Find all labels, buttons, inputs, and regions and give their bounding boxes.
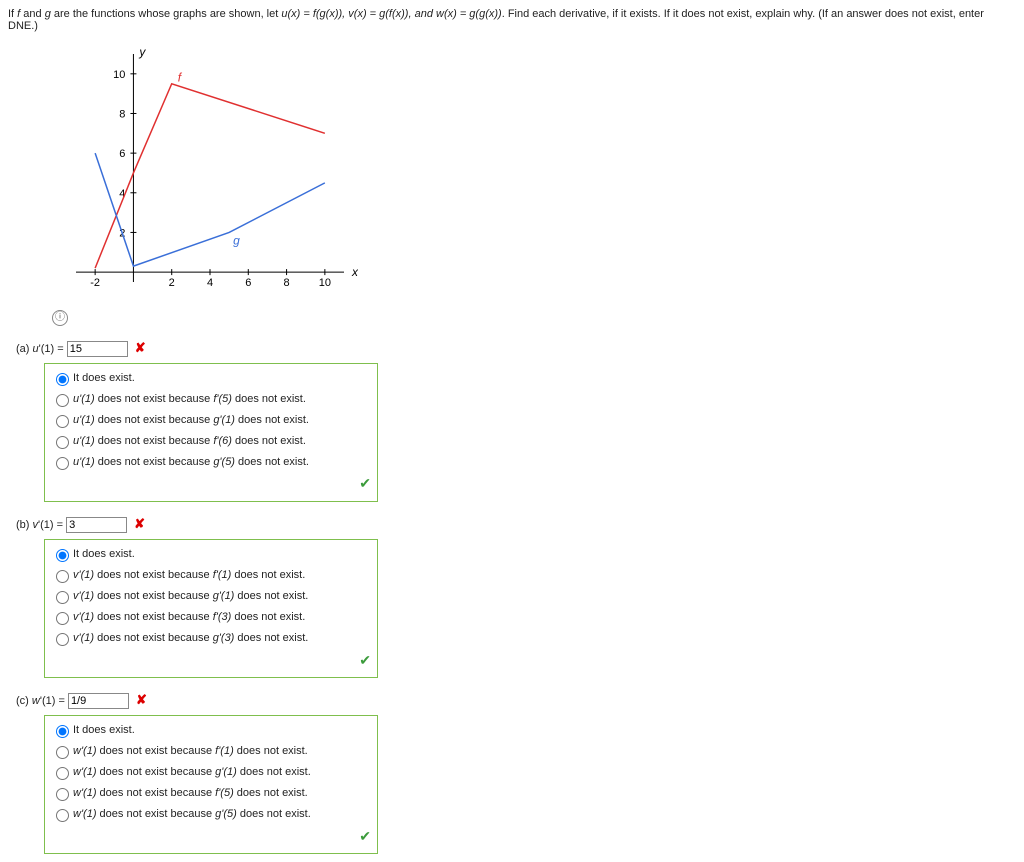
svg-text:y: y: [138, 45, 146, 59]
info-icon[interactable]: ⓘ: [52, 310, 68, 326]
radio-input[interactable]: [56, 767, 69, 780]
radio-input[interactable]: [56, 373, 69, 386]
svg-text:4: 4: [207, 277, 213, 289]
svg-text:x: x: [351, 265, 358, 279]
radio-option[interactable]: w'(1) does not exist because f'(5) does …: [51, 783, 371, 804]
svg-text:10: 10: [113, 69, 125, 81]
radio-input[interactable]: [56, 549, 69, 562]
radio-label: It does exist.: [73, 372, 135, 384]
radio-option[interactable]: u'(1) does not exist because g'(1) does …: [51, 410, 371, 431]
checkmark-icon: ✔: [51, 647, 371, 674]
svg-text:6: 6: [119, 148, 125, 160]
radio-label: u'(1) does not exist because g'(1) does …: [73, 414, 309, 426]
answer-input-b[interactable]: [66, 517, 127, 533]
radio-label: v'(1) does not exist because g'(3) does …: [73, 632, 308, 644]
problem-prompt: If f and g are the functions whose graph…: [8, 8, 1008, 32]
part-c-label: (c) w'(1) =: [16, 695, 65, 707]
radio-input[interactable]: [56, 591, 69, 604]
cross-icon: ✘: [134, 516, 145, 531]
radio-label: w'(1) does not exist because f'(1) does …: [73, 745, 308, 757]
checkmark-icon: ✔: [51, 823, 371, 850]
part-a: (a) u'(1) = ✘ It does exist. u'(1) does n…: [16, 340, 1016, 502]
radio-option[interactable]: u'(1) does not exist because f'(6) does …: [51, 431, 371, 452]
radio-input[interactable]: [56, 436, 69, 449]
radio-option[interactable]: v'(1) does not exist because g'(1) does …: [51, 586, 371, 607]
radio-label: v'(1) does not exist because f'(3) does …: [73, 611, 305, 623]
radio-input[interactable]: [56, 394, 69, 407]
answer-input-a[interactable]: [67, 341, 128, 357]
radio-label: u'(1) does not exist because f'(5) does …: [73, 393, 306, 405]
svg-text:-2: -2: [90, 277, 100, 289]
graph-svg: -2246810246810xyfg: [48, 40, 358, 310]
radio-label: v'(1) does not exist because f'(1) does …: [73, 569, 305, 581]
radio-input[interactable]: [56, 788, 69, 801]
radio-label: w'(1) does not exist because g'(5) does …: [73, 808, 311, 820]
svg-text:g: g: [233, 233, 240, 247]
radio-input[interactable]: [56, 415, 69, 428]
svg-text:10: 10: [319, 277, 331, 289]
radio-box-a: It does exist. u'(1) does not exist becau…: [44, 363, 378, 502]
radio-option[interactable]: v'(1) does not exist because f'(3) does …: [51, 607, 371, 628]
svg-text:8: 8: [284, 277, 290, 289]
radio-box-b: It does exist. v'(1) does not exist becau…: [44, 539, 378, 678]
radio-option[interactable]: It does exist.: [51, 368, 371, 389]
graph-figure: -2246810246810xyfg ⓘ: [48, 40, 1016, 326]
answer-input-c[interactable]: [68, 693, 129, 709]
radio-input[interactable]: [56, 725, 69, 738]
radio-option[interactable]: It does exist.: [51, 720, 371, 741]
radio-box-c: It does exist. w'(1) does not exist becau…: [44, 715, 378, 854]
radio-label: u'(1) does not exist because f'(6) does …: [73, 435, 306, 447]
svg-text:6: 6: [245, 277, 251, 289]
radio-option[interactable]: w'(1) does not exist because g'(5) does …: [51, 804, 371, 825]
radio-input[interactable]: [56, 570, 69, 583]
part-b-label: (b) v'(1) =: [16, 519, 63, 531]
radio-label: It does exist.: [73, 548, 135, 560]
radio-input[interactable]: [56, 809, 69, 822]
radio-input[interactable]: [56, 612, 69, 625]
svg-text:8: 8: [119, 108, 125, 120]
part-a-label: (a) u'(1) =: [16, 343, 64, 355]
svg-text:2: 2: [169, 277, 175, 289]
radio-option[interactable]: v'(1) does not exist because f'(1) does …: [51, 565, 371, 586]
radio-input[interactable]: [56, 457, 69, 470]
svg-text:f: f: [178, 71, 183, 85]
radio-option[interactable]: v'(1) does not exist because g'(3) does …: [51, 628, 371, 649]
radio-option[interactable]: u'(1) does not exist because g'(5) does …: [51, 452, 371, 473]
radio-label: w'(1) does not exist because g'(1) does …: [73, 766, 311, 778]
radio-option[interactable]: w'(1) does not exist because f'(1) does …: [51, 741, 371, 762]
radio-label: u'(1) does not exist because g'(5) does …: [73, 456, 309, 468]
radio-label: w'(1) does not exist because f'(5) does …: [73, 787, 308, 799]
part-b: (b) v'(1) = ✘ It does exist. v'(1) does n…: [16, 516, 1016, 678]
radio-option[interactable]: u'(1) does not exist because f'(5) does …: [51, 389, 371, 410]
radio-label: It does exist.: [73, 724, 135, 736]
cross-icon: ✘: [135, 340, 146, 355]
radio-option[interactable]: It does exist.: [51, 544, 371, 565]
radio-label: v'(1) does not exist because g'(1) does …: [73, 590, 308, 602]
cross-icon: ✘: [136, 692, 147, 707]
checkmark-icon: ✔: [51, 470, 371, 497]
radio-option[interactable]: w'(1) does not exist because g'(1) does …: [51, 762, 371, 783]
radio-input[interactable]: [56, 633, 69, 646]
part-c: (c) w'(1) = ✘ It does exist. w'(1) does n…: [16, 692, 1016, 854]
